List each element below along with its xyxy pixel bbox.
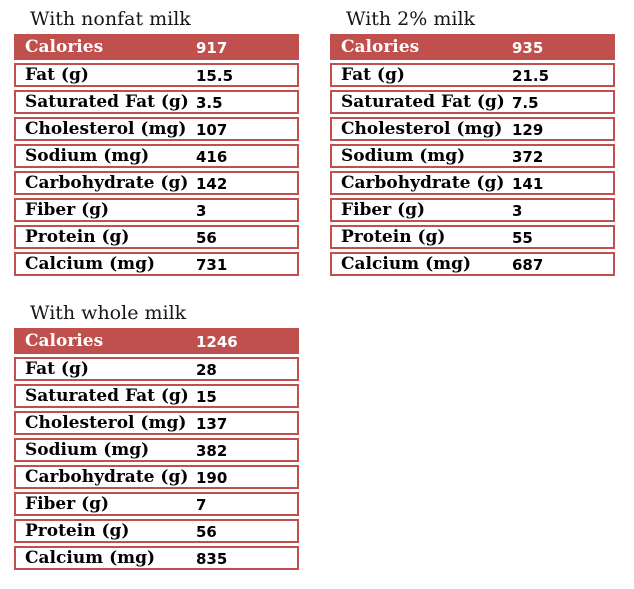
row-value: 21.5 xyxy=(512,66,550,85)
row-value: 142 xyxy=(196,174,228,193)
table-header-row: Calories 1246 xyxy=(14,328,299,354)
row-value: 129 xyxy=(512,120,544,139)
row-value: 687 xyxy=(512,255,544,274)
row-value: 190 xyxy=(196,468,228,487)
table-row: Protein (g) 56 xyxy=(14,519,299,543)
row-value: 3 xyxy=(512,201,523,220)
row-value: 141 xyxy=(512,174,544,193)
row-label: Carbohydrate (g) xyxy=(25,173,189,193)
table-row: Protein (g) 55 xyxy=(330,225,615,249)
row-label: Saturated Fat (g) xyxy=(341,92,505,112)
nutrition-table: Calories 917 Fat (g) 15.5 Saturated Fat … xyxy=(14,34,299,276)
table-row: Sodium (mg) 372 xyxy=(330,144,615,168)
header-label: Calories xyxy=(25,331,104,351)
row-label: Protein (g) xyxy=(25,227,130,247)
header-label: Calories xyxy=(25,37,104,57)
row-value: 15.5 xyxy=(196,66,234,85)
row-value: 3.5 xyxy=(196,93,223,112)
header-value: 935 xyxy=(512,38,544,57)
table-row: Sodium (mg) 382 xyxy=(14,438,299,462)
table-row: Fat (g) 28 xyxy=(14,357,299,381)
table-row: Cholesterol (mg) 137 xyxy=(14,411,299,435)
row-value: 382 xyxy=(196,441,228,460)
row-label: Calcium (mg) xyxy=(341,254,472,274)
row-value: 3 xyxy=(196,201,207,220)
nutrition-table-whole-milk: With whole milk Calories 1246 Fat (g) 28… xyxy=(14,302,299,570)
row-label: Sodium (mg) xyxy=(25,146,150,166)
table-row: Calcium (mg) 731 xyxy=(14,252,299,276)
nutrition-table: Calories 935 Fat (g) 21.5 Saturated Fat … xyxy=(330,34,615,276)
row-label: Carbohydrate (g) xyxy=(25,467,189,487)
row-label: Fiber (g) xyxy=(25,200,110,220)
row-value: 15 xyxy=(196,387,217,406)
row-value: 28 xyxy=(196,360,217,379)
table-header-row: Calories 935 xyxy=(330,34,615,60)
row-label: Carbohydrate (g) xyxy=(341,173,505,193)
header-label: Calories xyxy=(341,37,420,57)
row-value: 55 xyxy=(512,228,533,247)
row-value: 731 xyxy=(196,255,228,274)
row-label: Calcium (mg) xyxy=(25,254,156,274)
table-row: Sodium (mg) 416 xyxy=(14,144,299,168)
table-row: Carbohydrate (g) 142 xyxy=(14,171,299,195)
table-title: With whole milk xyxy=(30,302,187,324)
row-value: 56 xyxy=(196,228,217,247)
nutrition-table-2percent-milk: With 2% milk Calories 935 Fat (g) 21.5 S… xyxy=(330,8,615,276)
row-value: 56 xyxy=(196,522,217,541)
row-label: Cholesterol (mg) xyxy=(25,413,187,433)
table-row: Fiber (g) 3 xyxy=(330,198,615,222)
table-row: Protein (g) 56 xyxy=(14,225,299,249)
nutrition-table-nonfat-milk: With nonfat milk Calories 917 Fat (g) 15… xyxy=(14,8,299,276)
table-row: Carbohydrate (g) 141 xyxy=(330,171,615,195)
table-row: Cholesterol (mg) 107 xyxy=(14,117,299,141)
table-row: Saturated Fat (g) 15 xyxy=(14,384,299,408)
table-row: Calcium (mg) 835 xyxy=(14,546,299,570)
row-value: 835 xyxy=(196,549,228,568)
row-label: Fiber (g) xyxy=(25,494,110,514)
row-label: Sodium (mg) xyxy=(25,440,150,460)
row-label: Protein (g) xyxy=(341,227,446,247)
row-value: 107 xyxy=(196,120,228,139)
rows-container: Fat (g) 28 Saturated Fat (g) 15 Choleste… xyxy=(14,357,299,570)
row-label: Saturated Fat (g) xyxy=(25,92,189,112)
row-value: 137 xyxy=(196,414,228,433)
row-label: Cholesterol (mg) xyxy=(341,119,503,139)
row-value: 416 xyxy=(196,147,228,166)
table-row: Saturated Fat (g) 7.5 xyxy=(330,90,615,114)
table-row: Fiber (g) 3 xyxy=(14,198,299,222)
row-label: Fat (g) xyxy=(341,65,405,85)
nutrition-table: Calories 1246 Fat (g) 28 Saturated Fat (… xyxy=(14,328,299,570)
table-title: With 2% milk xyxy=(346,8,476,30)
table-row: Cholesterol (mg) 129 xyxy=(330,117,615,141)
row-label: Saturated Fat (g) xyxy=(25,386,189,406)
table-header-row: Calories 917 xyxy=(14,34,299,60)
header-value: 917 xyxy=(196,38,228,57)
row-label: Calcium (mg) xyxy=(25,548,156,568)
row-label: Fat (g) xyxy=(25,65,89,85)
row-value: 372 xyxy=(512,147,544,166)
rows-container: Fat (g) 21.5 Saturated Fat (g) 7.5 Chole… xyxy=(330,63,615,276)
rows-container: Fat (g) 15.5 Saturated Fat (g) 3.5 Chole… xyxy=(14,63,299,276)
row-label: Sodium (mg) xyxy=(341,146,466,166)
table-row: Fat (g) 21.5 xyxy=(330,63,615,87)
table-row: Saturated Fat (g) 3.5 xyxy=(14,90,299,114)
row-value: 7.5 xyxy=(512,93,539,112)
table-row: Calcium (mg) 687 xyxy=(330,252,615,276)
row-value: 7 xyxy=(196,495,207,514)
header-value: 1246 xyxy=(196,332,238,351)
table-title: With nonfat milk xyxy=(30,8,191,30)
table-row: Fat (g) 15.5 xyxy=(14,63,299,87)
row-label: Fat (g) xyxy=(25,359,89,379)
table-row: Carbohydrate (g) 190 xyxy=(14,465,299,489)
row-label: Cholesterol (mg) xyxy=(25,119,187,139)
row-label: Fiber (g) xyxy=(341,200,426,220)
table-row: Fiber (g) 7 xyxy=(14,492,299,516)
row-label: Protein (g) xyxy=(25,521,130,541)
